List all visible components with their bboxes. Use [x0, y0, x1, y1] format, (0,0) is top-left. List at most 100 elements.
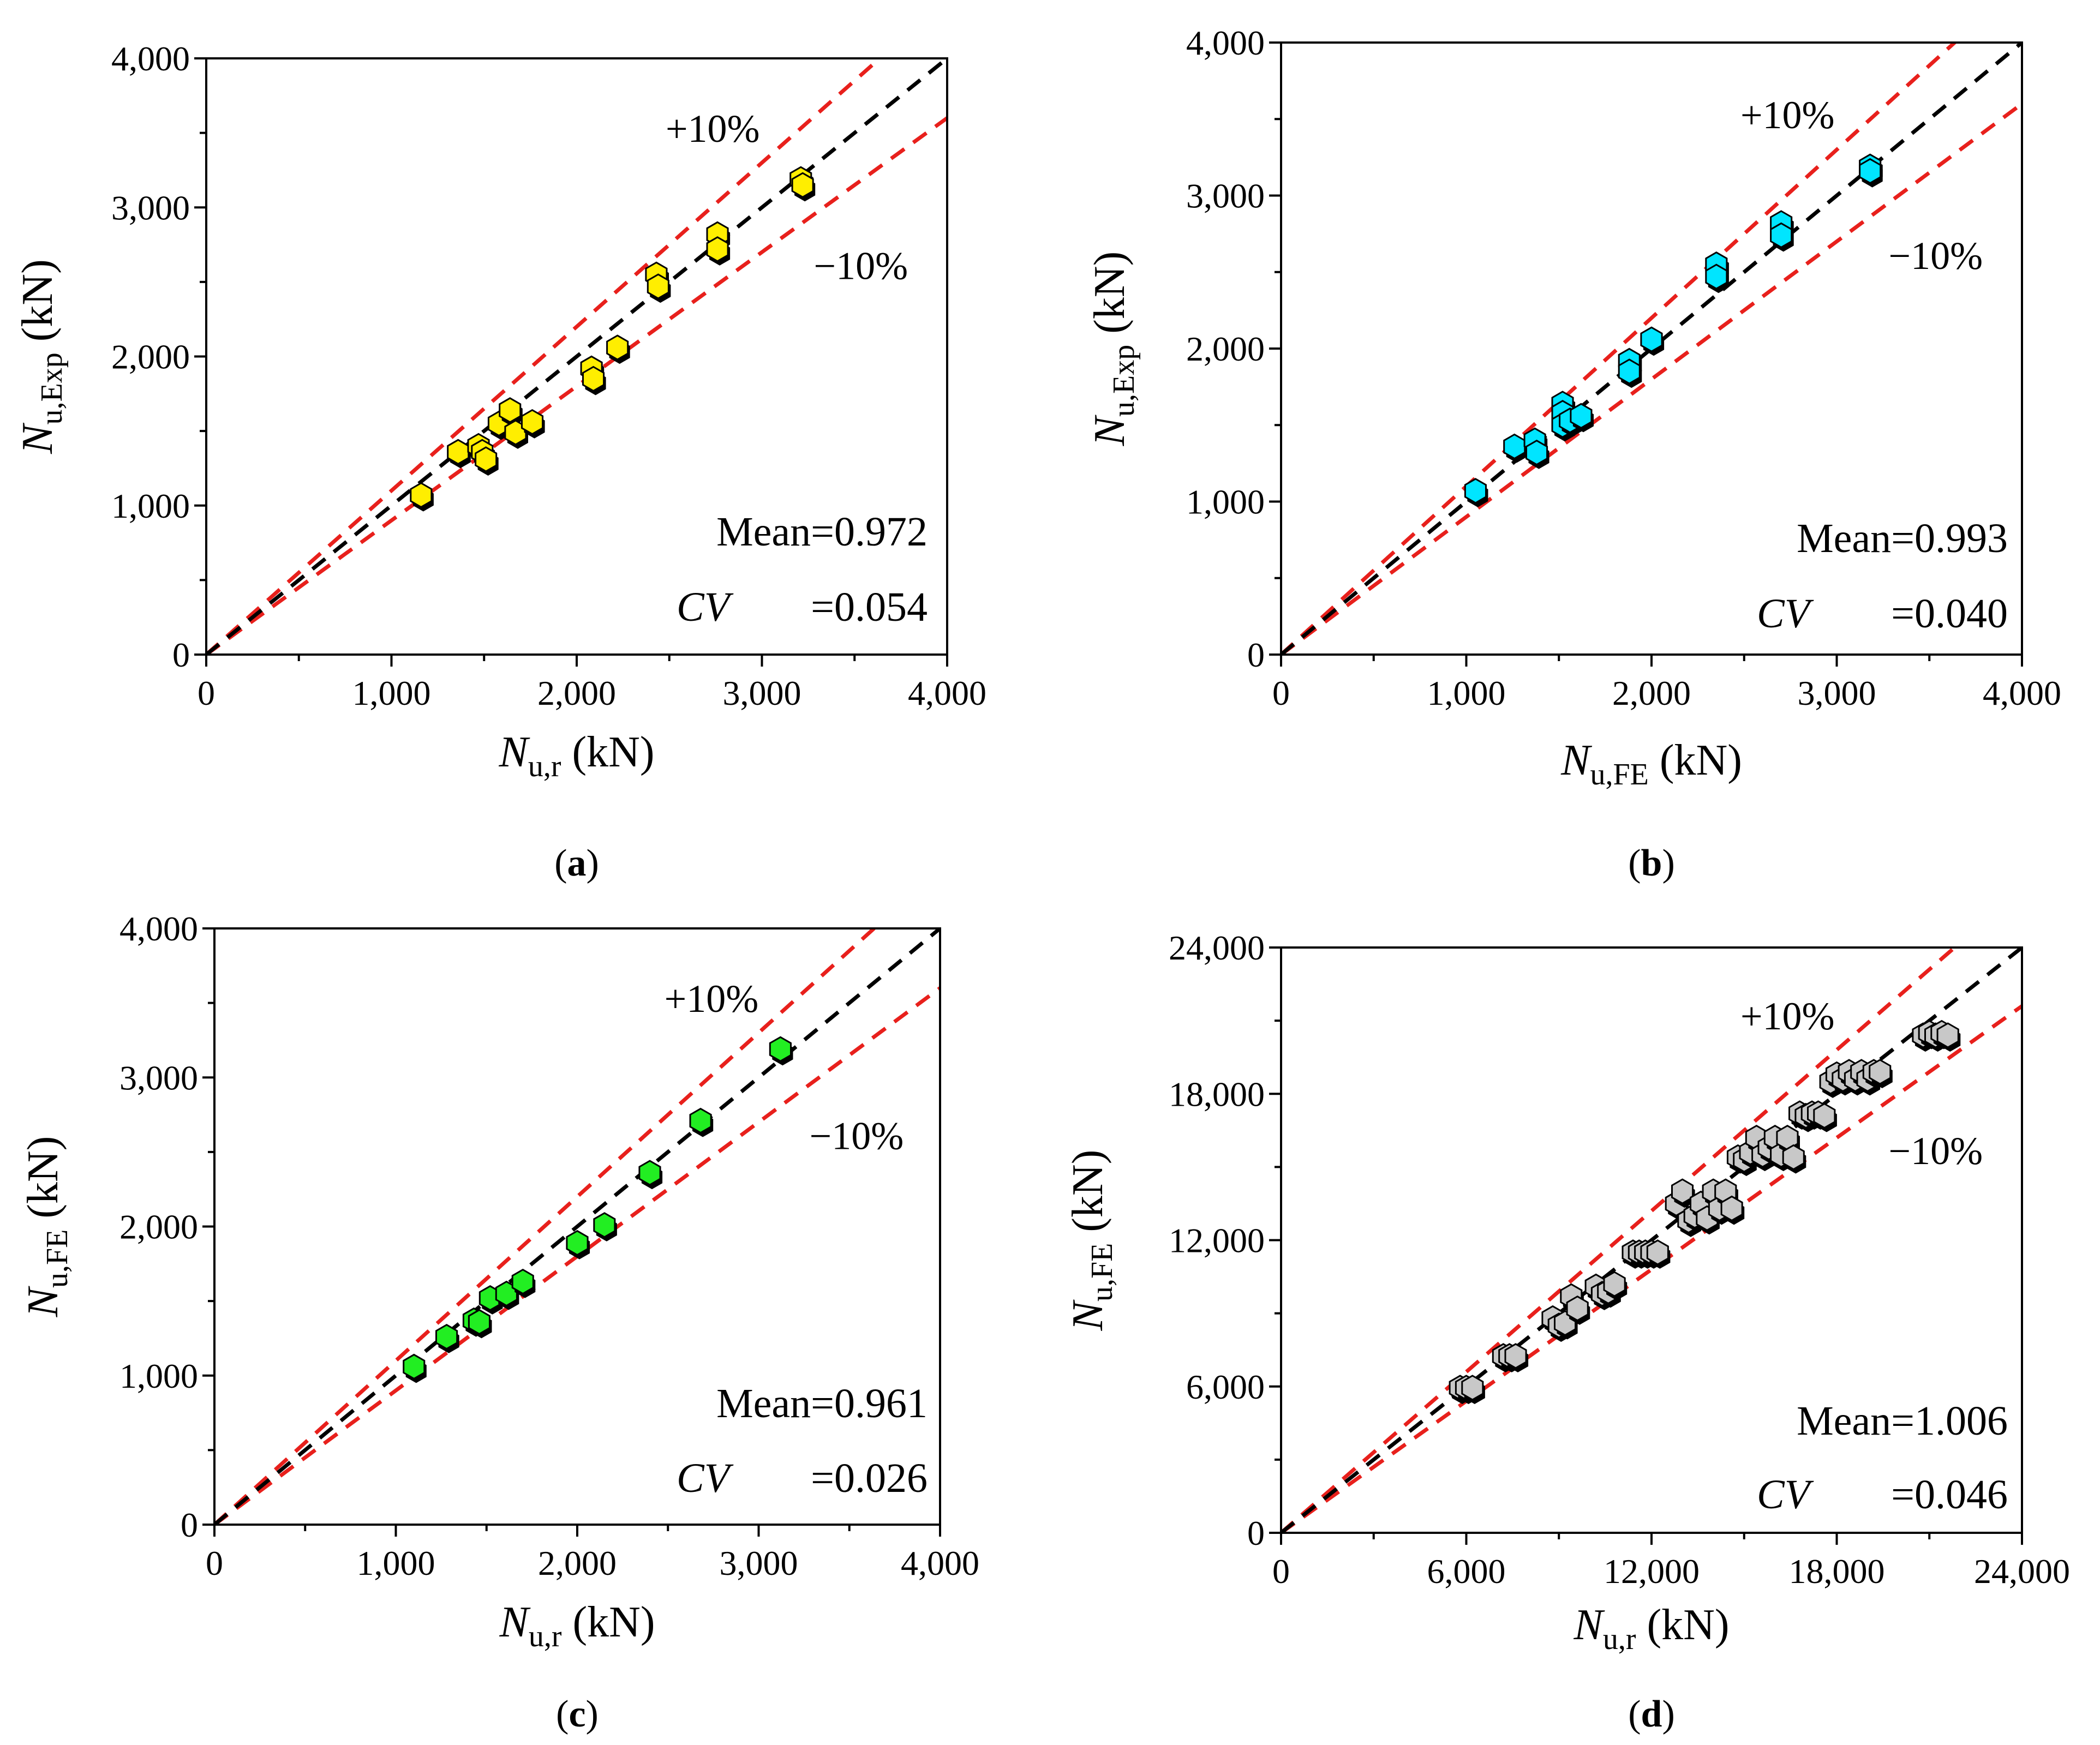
x-tick-label: 1,000: [357, 1544, 435, 1582]
data-point: [706, 236, 729, 262]
y-tick-label: 1,000: [119, 1357, 198, 1395]
x-tick-label: 24,000: [1974, 1552, 2070, 1591]
mean-stat: Mean=1.006: [1797, 1398, 2008, 1444]
reference-lines: [1281, 43, 2022, 655]
panel-label-letter: a: [567, 842, 587, 884]
x-axis-subscript: u,r: [529, 1620, 562, 1653]
data-point: [511, 1268, 534, 1295]
panel-label: (d): [1628, 1693, 1675, 1735]
panel-label: (b): [1628, 842, 1675, 884]
x-tick-label: 2,000: [1612, 674, 1691, 712]
data-point: [1640, 326, 1663, 352]
panel-a: 0 1,000 2,000 3,000 4,000 0 1,000 2,000 3,000 4,0…: [14, 39, 986, 884]
data-point: [468, 1309, 490, 1335]
x-axis-unit: (kN): [1636, 1601, 1729, 1649]
x-tick-label: 1,000: [1427, 674, 1506, 712]
mean-value: =0.972: [811, 509, 928, 555]
minus-10-label: −10%: [810, 1114, 904, 1158]
data-point: [1603, 1271, 1626, 1297]
x-axis-label: Nu,r (kN): [498, 728, 654, 783]
y-axis-unit: (kN): [19, 1136, 67, 1230]
x-axis-subscript: u,r: [1603, 1622, 1636, 1656]
x-tick-label: 4,000: [901, 1544, 979, 1582]
data-point: [566, 1230, 589, 1256]
data-point: [769, 1036, 792, 1063]
y-tick-label: 18,000: [1169, 1075, 1265, 1113]
mean-label: Mean: [716, 509, 811, 555]
y-axis-symbol: N: [14, 422, 62, 454]
minus-10-line: [1281, 1004, 2022, 1533]
data-points: [1464, 153, 1883, 507]
data-point: [447, 439, 470, 465]
x-tick-label: 18,000: [1789, 1552, 1885, 1591]
minus-10-label: −10%: [1889, 234, 1983, 278]
cv-value: =0.026: [811, 1455, 928, 1501]
panel-label-open: (: [556, 1693, 569, 1735]
x-axis-unit: (kN): [1649, 736, 1742, 784]
panel-label-letter: d: [1641, 1693, 1662, 1735]
data-point: [1705, 263, 1728, 290]
data-points: [1449, 1020, 1961, 1404]
y-axis-label: Nu,Exp (kN): [1086, 251, 1141, 447]
data-point: [1566, 1295, 1589, 1322]
data-point: [647, 273, 669, 299]
cv-label: CV: [677, 584, 734, 630]
x-axis-subscript: u,FE: [1590, 758, 1648, 791]
y-tick-label: 6,000: [1186, 1368, 1265, 1406]
x-axis-label: Nu,r (kN): [499, 1598, 655, 1653]
y-axis-label: Nu,FE (kN): [19, 1136, 74, 1318]
data-points: [410, 166, 816, 512]
y-tick-label: 12,000: [1169, 1221, 1265, 1260]
mean-label: Mean: [1797, 1398, 1891, 1444]
mean-label: Mean: [716, 1381, 811, 1426]
panel-c: 0 1,000 2,000 3,000 4,000 0 1,000 2,000 3,000 4,0…: [19, 909, 979, 1735]
x-tick-label: 1,000: [352, 674, 431, 712]
y-axis-unit: (kN): [1086, 251, 1134, 345]
data-point: [1646, 1239, 1669, 1266]
x-axis-symbol: N: [1560, 736, 1593, 784]
data-point: [475, 446, 498, 472]
x-tick-label: 12,000: [1604, 1552, 1700, 1591]
minus-10-label: −10%: [1889, 1129, 1983, 1173]
plus-10-label: +10%: [665, 977, 759, 1021]
y-axis-subscript: u,FE: [1085, 1243, 1119, 1302]
panel-label-open: (: [554, 842, 567, 884]
data-point: [1504, 1343, 1527, 1369]
y-tick-label: 4,000: [119, 909, 198, 948]
equality-line: [214, 928, 940, 1525]
panel-label-open: (: [1628, 1693, 1641, 1735]
minus-10-line: [206, 116, 947, 655]
panel-label-open: (: [1628, 842, 1641, 884]
mean-value: =1.006: [1891, 1398, 2008, 1444]
plus-10-label: +10%: [666, 107, 760, 151]
data-point: [1813, 1102, 1836, 1129]
x-axis-symbol: N: [1573, 1601, 1605, 1649]
data-point: [638, 1160, 661, 1186]
data-point: [1671, 1178, 1694, 1204]
data-point: [1503, 433, 1526, 460]
y-axis-label: Nu,Exp (kN): [14, 259, 69, 454]
y-tick-label: 4,000: [111, 39, 190, 78]
y-tick-label: 0: [1247, 635, 1265, 674]
cv-value: =0.054: [811, 584, 928, 630]
data-point: [791, 172, 814, 199]
y-axis-label: Nu,FE (kN): [1064, 1150, 1119, 1332]
minus-10-line: [1281, 102, 2022, 655]
data-point: [582, 365, 605, 392]
panel-d: 0 6,000 12,000 18,000 24,000 0 6,000 12,000 18,0…: [1064, 928, 2070, 1735]
y-tick-label: 3,000: [119, 1058, 198, 1097]
x-tick-label: 3,000: [720, 1544, 798, 1582]
data-point: [499, 397, 522, 423]
y-tick-label: 2,000: [1186, 329, 1265, 368]
mean-stat: Mean=0.961: [716, 1381, 928, 1426]
data-point: [1869, 1059, 1892, 1085]
y-tick-label: 2,000: [119, 1208, 198, 1246]
cv-label: CV: [1757, 1472, 1814, 1518]
y-axis-symbol: N: [1086, 414, 1134, 446]
y-axis-unit: (kN): [1064, 1150, 1112, 1243]
panel-label-close: ): [1662, 1693, 1674, 1735]
mean-value: =0.993: [1891, 515, 2008, 561]
x-axis-label: Nu,FE (kN): [1560, 736, 1742, 791]
y-tick-label: 1,000: [111, 487, 190, 525]
mean-stat: Mean=0.972: [716, 509, 928, 555]
